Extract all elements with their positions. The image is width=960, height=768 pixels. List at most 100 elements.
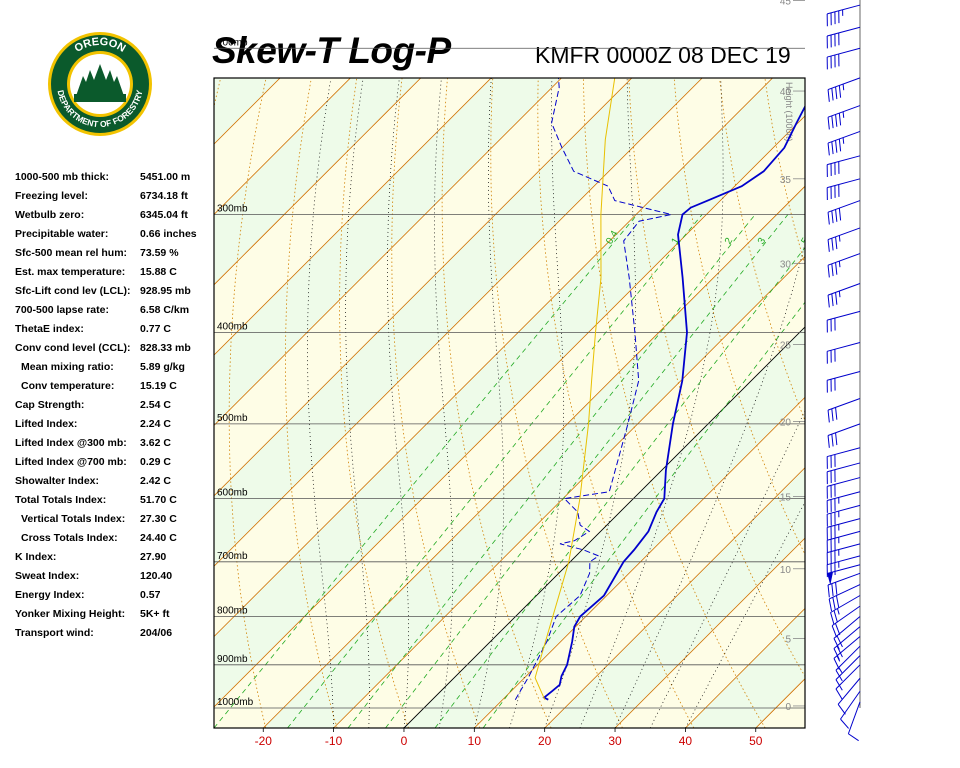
stat-row: Lifted Index @700 mb: 0.29 C [15, 453, 215, 472]
temperature-tick-label: -20 [255, 734, 273, 748]
wind-barb [827, 283, 861, 308]
mixing-ratio-label: 3 [756, 236, 769, 247]
wind-barb [835, 655, 861, 691]
wind-barb [826, 447, 861, 469]
stat-value: 5451.00 m [140, 171, 191, 183]
pressure-label: 300mb [217, 203, 248, 214]
stat-value: 2.24 C [140, 418, 171, 430]
wind-barb [826, 155, 861, 177]
stat-value: 15.88 C [140, 266, 177, 278]
temperature-tick-label: 0 [401, 734, 408, 748]
height-tick-label: 0 [785, 702, 791, 713]
stat-row: Yonker Mixing Height: 5K+ ft [15, 605, 215, 624]
stat-value: 828.33 mb [140, 342, 191, 354]
pressure-label: 600mb [217, 488, 248, 499]
stat-label: Total Totals Index: [15, 494, 107, 506]
stat-value: 51.70 C [140, 494, 177, 506]
wind-barb [827, 398, 861, 423]
pressure-label: 400mb [217, 321, 248, 332]
stat-label: Lifted Index @300 mb: [15, 437, 127, 449]
pressure-levels: 200mb 300mb 400mb 500mb 600mb 700mb 800mb 900mb… [214, 37, 805, 709]
stat-value: 6.58 C/km [140, 304, 190, 316]
page-title: Skew-T Log-P [212, 30, 451, 71]
height-tick-label: 10 [780, 565, 792, 576]
stat-row: K Index: 27.90 [15, 548, 215, 567]
temperature-trace [542, 104, 805, 701]
height-tick-label: 45 [780, 0, 792, 7]
stat-label: Sfc-500 mean rel hum: [15, 247, 128, 259]
wind-barb [826, 178, 861, 200]
mixing-ratio-label: 5 [799, 236, 812, 247]
wind-barb [840, 690, 861, 729]
wind-barbs [826, 0, 861, 742]
mixing-ratio-label: 2 [723, 236, 736, 247]
wind-barb [826, 555, 861, 578]
pressure-label: 800mb [217, 606, 248, 617]
pressure-label: 1000mb [217, 697, 254, 708]
height-tick-label: 40 [780, 87, 792, 98]
wind-barb [826, 26, 861, 49]
wind-barb [827, 253, 861, 278]
stat-value: 6734.18 ft [140, 190, 188, 202]
stat-value: 6345.04 ft [140, 209, 188, 221]
wind-barb [827, 572, 861, 598]
stat-row: Mean mixing ratio: 5.89 g/kg [15, 358, 215, 377]
wind-barb [827, 200, 861, 225]
wind-barb [826, 4, 861, 27]
stat-label: Precipitable water: [15, 228, 109, 240]
stat-label: Energy Index: [15, 589, 85, 601]
stat-value: 27.90 [140, 551, 167, 563]
stat-row: Sweat Index: 120.40 [15, 567, 215, 586]
stat-value: 0.29 C [140, 456, 171, 468]
oregon-forestry-logo: OREGON DEPARTMENT OF FORESTRY [48, 32, 152, 136]
wind-barb [827, 130, 861, 156]
stat-row: Conv cond level (CCL): 828.33 mb [15, 339, 215, 358]
height-tick-label: 15 [780, 493, 792, 504]
stat-label: Sweat Index: [15, 570, 80, 582]
plot-background [214, 78, 805, 728]
moist-adiabats [307, 78, 805, 728]
wind-barb [826, 543, 861, 566]
stat-label: Vertical Totals Index: [21, 513, 126, 525]
pressure-label: 200mb [217, 37, 248, 48]
stat-label: Wetbulb zero: [15, 209, 85, 221]
station-time-subtitle: KMFR 0000Z 08 DEC 19 [535, 42, 791, 68]
stat-label: Mean mixing ratio: [21, 361, 114, 373]
isotherms [214, 78, 805, 728]
pressure-label: 900mb [217, 654, 248, 665]
stat-row: Total Totals Index: 51.70 C [15, 491, 215, 510]
wind-barb [826, 47, 861, 70]
pressure-label: 700mb [217, 551, 248, 562]
stat-value: 120.40 [140, 570, 173, 582]
stat-row: Showalter Index: 2.42 C [15, 472, 215, 491]
stat-row: Wetbulb zero: 6345.04 ft [15, 206, 215, 225]
stat-label: K Index: [15, 551, 57, 563]
stat-row: Sfc-500 mean rel hum: 73.59 % [15, 244, 215, 263]
stat-row: Sfc-Lift cond lev (LCL): 928.95 mb [15, 282, 215, 301]
temperature-tick-label: 40 [679, 734, 693, 748]
stat-row: Est. max temperature: 15.88 C [15, 263, 215, 282]
height-tick-label: 25 [780, 341, 792, 352]
stat-row: Energy Index: 0.57 [15, 586, 215, 605]
stat-value: 2.54 C [140, 399, 171, 411]
height-axis-label: Height (1000ft) [784, 82, 794, 142]
wind-barb [826, 477, 861, 499]
stat-label: 700-500 lapse rate: [15, 304, 109, 316]
height-tick-label: 35 [780, 175, 792, 186]
sounding-traces [514, 78, 805, 701]
wind-barb [827, 423, 861, 448]
wind-barb [830, 595, 861, 625]
temperature-tick-label: 50 [749, 734, 763, 748]
wind-barb [828, 584, 861, 612]
wind-barb [826, 491, 861, 513]
stat-row: Precipitable water: 0.66 inches [15, 225, 215, 244]
height-tick-label: 5 [785, 634, 791, 645]
stat-value: 0.66 inches [140, 228, 197, 240]
stat-value: 2.42 C [140, 475, 171, 487]
stat-label: Cross Totals Index: [21, 532, 118, 544]
height-tick-label: 20 [780, 417, 792, 428]
mixing-ratio-label: 1 [670, 236, 683, 247]
wind-barb [835, 664, 861, 700]
wind-barb [837, 677, 861, 715]
